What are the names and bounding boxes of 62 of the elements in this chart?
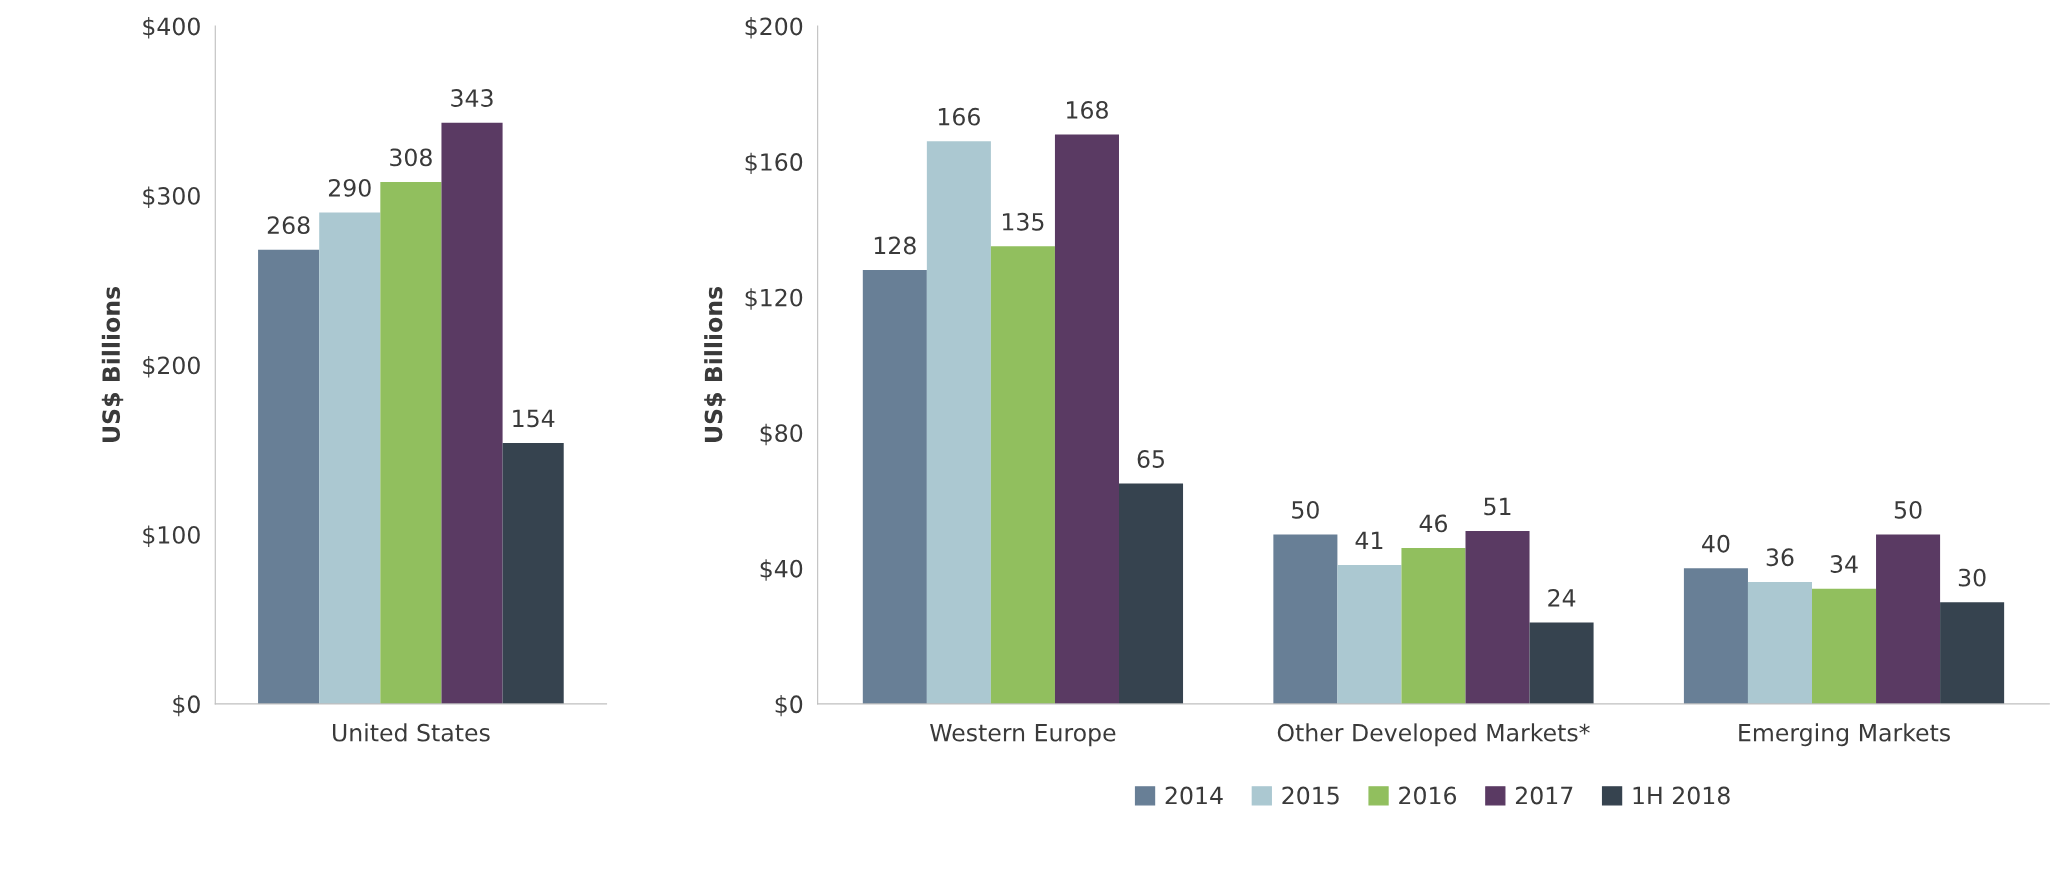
- data-label: 46: [1419, 514, 1448, 533]
- data-label: 168: [1067, 100, 1108, 119]
- data-label: 154: [513, 409, 555, 428]
- data-label: 135: [1002, 212, 1044, 231]
- data-label: 50: [1292, 500, 1319, 519]
- data-label: 128: [874, 236, 916, 255]
- y-tick-label: $80: [760, 423, 803, 446]
- data-label: 65: [1137, 450, 1164, 468]
- y-tick-label: $160: [745, 152, 803, 175]
- bar: [1876, 534, 1941, 704]
- bar: [319, 212, 381, 704]
- x-axis-title: United States: [333, 723, 490, 742]
- bar: [1747, 581, 1812, 704]
- x-tick-label: Emerging Markets: [1739, 723, 1950, 747]
- data-label: 50: [1894, 500, 1922, 519]
- bar: [1337, 564, 1402, 704]
- data-label: 36: [1766, 548, 1794, 567]
- legend-label: 2017: [1515, 786, 1573, 805]
- bar: [441, 122, 503, 704]
- y-tick-label: $300: [143, 186, 200, 208]
- data-label: 24: [1548, 589, 1576, 607]
- y-tick-label: $120: [745, 288, 803, 310]
- y-tick-label: $40: [760, 559, 803, 581]
- y-tick-label: $100: [143, 525, 200, 547]
- bar: [1401, 547, 1466, 704]
- y-tick-label: $400: [143, 17, 200, 39]
- bar: [502, 442, 564, 704]
- bar: [1273, 534, 1338, 704]
- bar: [990, 246, 1055, 704]
- bar: [1683, 568, 1748, 704]
- data-label: 40: [1702, 534, 1730, 553]
- y-axis-title: US$ Billions: [704, 286, 726, 442]
- y-axis-title: US$ Billions: [101, 286, 124, 442]
- data-label: 41: [1355, 531, 1383, 549]
- y-tick-label: $200: [745, 17, 803, 39]
- bar: [926, 141, 991, 704]
- legend-label: 2016: [1399, 786, 1457, 805]
- data-label: 343: [451, 89, 493, 107]
- data-label: 268: [267, 216, 310, 235]
- data-label: 166: [938, 107, 980, 126]
- bar: [380, 181, 442, 704]
- data-label: 30: [1958, 568, 1986, 587]
- legend-label: 2014: [1165, 786, 1223, 805]
- bar: [258, 249, 320, 704]
- x-tick-label: Western Europe: [930, 724, 1116, 747]
- y-tick-label: $0: [173, 694, 200, 717]
- data-label: 51: [1484, 497, 1511, 516]
- bar: [1529, 622, 1594, 704]
- bar: [1940, 602, 2005, 704]
- legend-label: 1H 2018: [1633, 786, 1730, 805]
- bar: [1465, 531, 1530, 704]
- data-label: 290: [328, 178, 371, 197]
- x-tick-label: Other Developed Markets*: [1277, 723, 1590, 747]
- y-tick-label: $0: [775, 694, 803, 717]
- legend-label: 2015: [1282, 786, 1339, 805]
- bar: [1118, 483, 1184, 704]
- bar: [862, 270, 927, 704]
- y-tick-label: $200: [143, 356, 200, 378]
- data-label: 34: [1830, 555, 1858, 573]
- data-label: 308: [390, 148, 432, 167]
- bar: [1812, 588, 1877, 704]
- bar: [1054, 134, 1119, 704]
